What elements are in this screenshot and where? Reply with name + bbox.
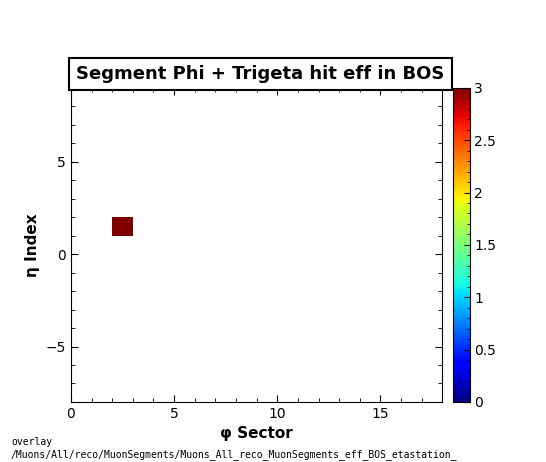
Bar (112, 217, 133, 236)
Text: overlay
/Muons/All/reco/MuonSegments/Muons_All_reco_MuonSegments_eff_BOS_etastat: overlay /Muons/All/reco/MuonSegments/Muo… (11, 437, 458, 460)
X-axis label: φ Sector: φ Sector (220, 426, 293, 441)
Y-axis label: η Index: η Index (25, 213, 40, 277)
Text: Segment Phi + Trigeta hit eff in BOS: Segment Phi + Trigeta hit eff in BOS (76, 65, 445, 83)
